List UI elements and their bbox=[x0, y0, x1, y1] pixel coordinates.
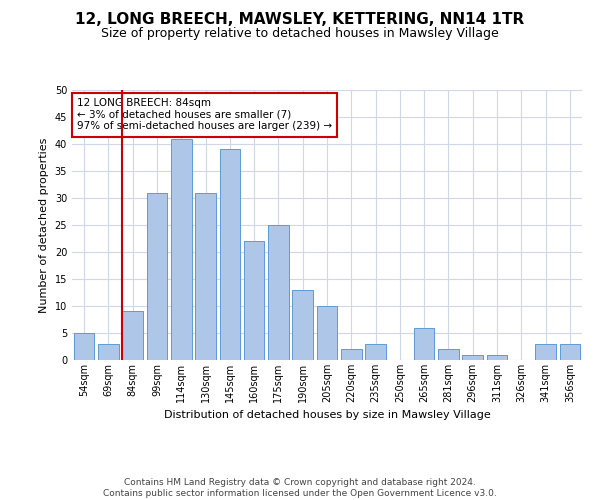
Bar bbox=[268, 225, 289, 360]
Bar bbox=[146, 192, 167, 360]
Bar bbox=[535, 344, 556, 360]
Bar bbox=[487, 354, 508, 360]
Bar bbox=[560, 344, 580, 360]
Bar bbox=[195, 192, 216, 360]
Bar bbox=[463, 354, 483, 360]
Bar bbox=[74, 333, 94, 360]
Bar bbox=[220, 150, 240, 360]
Bar bbox=[414, 328, 434, 360]
Text: Contains HM Land Registry data © Crown copyright and database right 2024.
Contai: Contains HM Land Registry data © Crown c… bbox=[103, 478, 497, 498]
Bar bbox=[438, 349, 459, 360]
Bar bbox=[122, 312, 143, 360]
X-axis label: Distribution of detached houses by size in Mawsley Village: Distribution of detached houses by size … bbox=[164, 410, 490, 420]
Text: 12 LONG BREECH: 84sqm
← 3% of detached houses are smaller (7)
97% of semi-detach: 12 LONG BREECH: 84sqm ← 3% of detached h… bbox=[77, 98, 332, 132]
Y-axis label: Number of detached properties: Number of detached properties bbox=[39, 138, 49, 312]
Bar bbox=[317, 306, 337, 360]
Text: 12, LONG BREECH, MAWSLEY, KETTERING, NN14 1TR: 12, LONG BREECH, MAWSLEY, KETTERING, NN1… bbox=[76, 12, 524, 28]
Bar bbox=[171, 138, 191, 360]
Bar bbox=[292, 290, 313, 360]
Text: Size of property relative to detached houses in Mawsley Village: Size of property relative to detached ho… bbox=[101, 28, 499, 40]
Bar bbox=[98, 344, 119, 360]
Bar bbox=[341, 349, 362, 360]
Bar bbox=[365, 344, 386, 360]
Bar bbox=[244, 241, 265, 360]
